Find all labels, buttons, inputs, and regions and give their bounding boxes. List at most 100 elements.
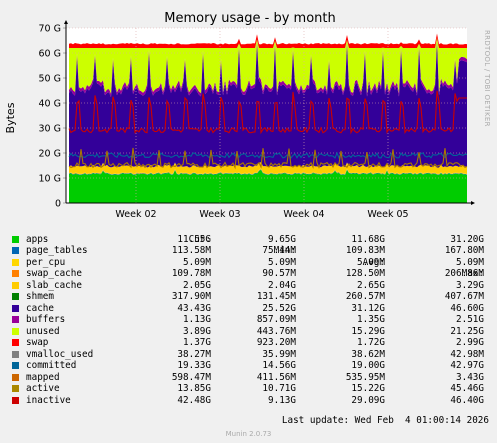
legend-swatch	[12, 385, 19, 392]
legend-label: active	[26, 383, 60, 394]
legend-row-per-cpu: per_cpu 5.09M 5.09M 5.09M 5.09M	[12, 257, 488, 269]
legend-row-unused: unused 3.89G 443.76M 15.29G 21.25G	[12, 326, 488, 338]
legend-max-value: 42.98M	[450, 348, 484, 360]
legend-swatch	[12, 316, 19, 323]
legend-cur-value: 38.27M	[177, 348, 211, 360]
x-tick-label: Week 03	[199, 209, 240, 220]
legend-max-value: 2.51G	[456, 314, 484, 325]
legend-label: shmem	[26, 291, 54, 302]
legend-max-value: 3.29G	[456, 279, 484, 291]
legend-max-value: 3.43G	[456, 371, 484, 383]
legend-swatch	[12, 327, 19, 335]
legend-row-shmem: shmem 317.90M 131.45M 260.57M 407.67M	[12, 291, 488, 303]
legend-swatch	[12, 396, 19, 404]
legend-cur-value: 1.13G	[183, 314, 211, 325]
legend-cur-value: 2.05G	[183, 279, 211, 291]
legend-row-swap: swap 1.37G 923.20M 1.72G 2.99G	[12, 337, 488, 349]
legend-header: Cur: Min: Avg: Max:	[12, 222, 488, 280]
legend-avg-value: 109.83M	[345, 245, 385, 256]
legend-row-slab-cache: slab_cache 2.05G 2.04G 2.65G 3.29G	[12, 280, 488, 292]
y-axis-label: Bytes	[4, 102, 17, 133]
legend-label: mapped	[26, 371, 60, 383]
legend-cur-value: 3.89G	[183, 325, 211, 337]
y-tick-label: 50 G	[39, 74, 61, 85]
y-tick-label: 10 G	[39, 174, 61, 185]
legend-min-value: 75.44M	[262, 245, 296, 256]
legend-label: inactive	[26, 394, 71, 406]
y-tick-label: 40 G	[39, 99, 61, 110]
legend-avg-value: 19.00G	[351, 360, 385, 371]
legend-avg-value: 1.72G	[357, 337, 385, 348]
legend-min-value: 35.99M	[262, 348, 296, 360]
y-tick-label: 30 G	[39, 124, 61, 135]
legend-cur-value: 19.33G	[177, 360, 211, 371]
legend-row-inactive: inactive 42.48G 9.13G 29.09G 46.40G	[12, 395, 488, 407]
legend-min-value: 9.65G	[268, 233, 296, 245]
line-active	[68, 147, 468, 170]
legend-min-value: 411.56M	[256, 371, 296, 383]
last-update: Last update: Wed Feb 4 01:00:14 2026	[281, 415, 489, 426]
legend-label: page_tables	[26, 245, 88, 256]
legend-cur-value: 13.85G	[177, 383, 211, 394]
legend-label: unused	[26, 325, 60, 337]
munin-version: Munin 2.0.73	[225, 430, 272, 438]
legend-swatch	[12, 293, 19, 300]
legend-min-value: 2.04G	[268, 279, 296, 291]
legend-avg-value: 31.12G	[351, 302, 385, 314]
legend-label: buffers	[26, 314, 66, 325]
legend-label: committed	[26, 360, 77, 371]
legend-min-value: 90.57M	[262, 268, 296, 279]
line-committed	[68, 151, 468, 160]
legend-max-value: 167.80M	[444, 245, 484, 256]
legend-max-value: 46.40G	[450, 394, 484, 406]
legend-swatch	[12, 373, 19, 381]
legend-avg-value: 2.65G	[357, 279, 385, 291]
legend-max-value: 21.25G	[450, 325, 484, 337]
legend-avg-value: 1.35G	[357, 314, 385, 325]
legend-max-value: 5.09M	[456, 256, 484, 268]
legend-cur-value: 5.09M	[183, 256, 211, 268]
chart-title: Memory usage - by month	[164, 11, 335, 26]
legend-avg-value: 29.09G	[351, 394, 385, 406]
legend-max-value: 407.67M	[444, 291, 484, 302]
legend-min-value: 5.09M	[268, 256, 296, 268]
legend-cur-value: 11.55G	[177, 233, 211, 245]
legend-min-value: 443.76M	[256, 325, 296, 337]
legend-swatch	[12, 235, 19, 243]
y-axis-arrow	[64, 20, 68, 24]
legend-max-value: 42.97G	[450, 360, 484, 371]
area-swap-cache	[69, 168, 467, 175]
legend-min-value: 10.71G	[262, 383, 296, 394]
legend-max-value: 46.60G	[450, 302, 484, 314]
x-tick-label: Week 02	[115, 209, 156, 220]
legend-avg-value: 38.62M	[351, 348, 385, 360]
legend-max-value: 45.46G	[450, 383, 484, 394]
legend-min-value: 14.56G	[262, 360, 296, 371]
legend-row-active: active 13.85G 10.71G 15.22G 45.46G	[12, 383, 488, 395]
legend-avg-value: 535.95M	[345, 371, 385, 383]
legend-swatch	[12, 362, 19, 369]
area-cache	[69, 41, 467, 168]
area-swap	[69, 33, 467, 48]
rrdtool-watermark: RRDTOOL / TOBI OETIKER	[483, 30, 491, 127]
x-axis-arrow	[471, 201, 475, 205]
line-inactive	[68, 90, 467, 135]
legend-swatch	[12, 258, 19, 266]
legend-avg-value: 128.50M	[345, 268, 385, 279]
legend-swatch	[12, 270, 19, 277]
legend-avg-value: 15.22G	[351, 383, 385, 394]
legend-header-min: Min:	[273, 245, 296, 256]
legend-cur-value: 1.37G	[183, 337, 211, 348]
legend-swatch	[12, 304, 19, 312]
legend-cur-value: 109.78M	[171, 268, 211, 279]
legend-header-cur: Cur:	[188, 233, 211, 245]
legend-row-cache: cache 43.43G 25.52G 31.12G 46.60G	[12, 303, 488, 315]
legend-row-committed: committed 19.33G 14.56G 19.00G 42.97G	[12, 360, 488, 372]
legend-label: apps	[26, 233, 49, 245]
legend-avg-value: 15.29G	[351, 325, 385, 337]
legend-header-max: Max:	[461, 268, 484, 279]
legend: Cur: Min: Avg: Max: apps 11.55G 9.65G 11.68…	[12, 222, 488, 406]
legend-max-value: 2.99G	[456, 337, 484, 348]
legend-label: cache	[26, 302, 54, 314]
legend-row-swap-cache: swap_cache 109.78M 90.57M 128.50M 206.86M	[12, 268, 488, 280]
